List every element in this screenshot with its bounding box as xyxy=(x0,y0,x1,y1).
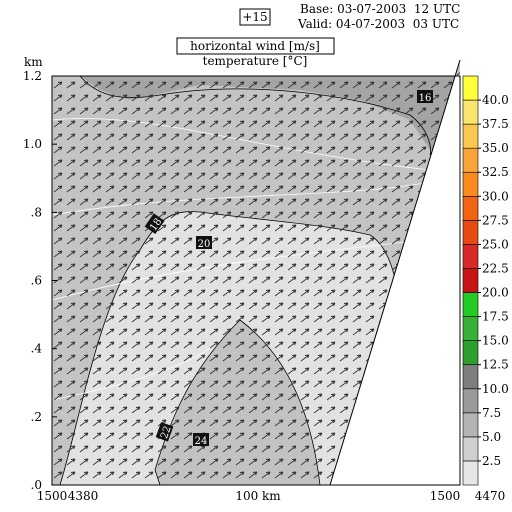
colorbar-box xyxy=(462,75,479,101)
y-tick-label: .0 xyxy=(31,478,42,492)
colorbar-box xyxy=(462,220,479,245)
contour-label-bg xyxy=(144,213,165,234)
step-box xyxy=(239,8,271,26)
wind-arrows xyxy=(52,60,460,485)
x-label: 1500 xyxy=(37,489,68,503)
colorbar-label: 15.0 xyxy=(482,334,509,348)
field xyxy=(52,60,460,485)
colorbar-label: 27.5 xyxy=(482,213,509,227)
contour-label-bg xyxy=(417,90,433,103)
contour-label-bg xyxy=(196,236,212,249)
chart-subtitle: temperature [°C] xyxy=(203,54,308,68)
colorbar-box xyxy=(462,460,479,486)
contour-label-group: 24 xyxy=(193,433,209,447)
colorbar-label: 37.5 xyxy=(482,117,509,131)
valid-time: Valid: 04-07-2003 03 UTC xyxy=(297,17,459,31)
y-axis-label: km xyxy=(24,55,43,69)
colorbar-box xyxy=(462,340,479,366)
contour-label: 16 xyxy=(419,93,432,104)
x-label: 4470 xyxy=(475,489,506,503)
colorbar-label: 17.5 xyxy=(482,310,509,324)
colorbar-box xyxy=(462,412,479,438)
contour-label: 22 xyxy=(159,425,174,441)
colorbar-label: 35.0 xyxy=(482,141,509,155)
colorbar-box xyxy=(462,292,479,317)
colorbar-box xyxy=(462,123,479,149)
colorbar-label: 22.5 xyxy=(482,261,509,275)
colorbar-label: 10.0 xyxy=(482,382,509,396)
contour-label-bg xyxy=(155,422,174,442)
contour-label-bg xyxy=(193,433,209,446)
colorbar-label: 32.5 xyxy=(482,165,509,179)
x-label: 1500 xyxy=(430,489,461,503)
colorbar-label: 25.0 xyxy=(482,237,509,251)
y-tick-label: .2 xyxy=(31,410,42,424)
x-label: 100 km xyxy=(235,489,281,503)
colorbar-label: 20.0 xyxy=(482,286,509,300)
base-time: Base: 03-07-2003 12 UTC xyxy=(300,2,460,16)
chart-title: horizontal wind [m/s] xyxy=(190,39,320,53)
contour-label-group: 22 xyxy=(155,422,174,442)
y-tick-label: .8 xyxy=(31,205,42,219)
step: +15 xyxy=(242,10,267,24)
colorbar-box xyxy=(462,171,479,197)
y-tick-label: 1.0 xyxy=(23,137,42,151)
contour-label: 20 xyxy=(198,239,211,250)
contour-label-group: 16 xyxy=(417,90,433,104)
colorbar-box xyxy=(462,268,479,293)
y-tick-label: 1.2 xyxy=(23,69,42,83)
y-tick-label: .6 xyxy=(31,274,42,288)
x-label: 4380 xyxy=(68,489,99,503)
colorbar-box xyxy=(462,436,479,462)
colorbar-box xyxy=(462,388,479,414)
terrain-line xyxy=(329,59,461,486)
colorbar-label: 7.5 xyxy=(482,406,501,420)
colorbar-label: 40.0 xyxy=(482,93,509,107)
colorbar-box xyxy=(462,195,479,221)
contour-label-group: 20 xyxy=(196,236,212,250)
colorbar-box xyxy=(462,99,479,125)
y-tick-label: .4 xyxy=(31,342,43,356)
title-box xyxy=(176,37,335,55)
colorbar-label: 30.0 xyxy=(482,189,509,203)
colorbar-box xyxy=(462,244,479,269)
colorbar-box xyxy=(462,147,479,173)
colorbar-box xyxy=(462,316,479,341)
colorbar-box xyxy=(462,364,479,390)
contour-label: 24 xyxy=(195,436,208,447)
colorbar-label: 5.0 xyxy=(482,430,501,444)
colorbar-label: 2.5 xyxy=(482,454,501,468)
colorbar-label: 12.5 xyxy=(482,358,509,372)
